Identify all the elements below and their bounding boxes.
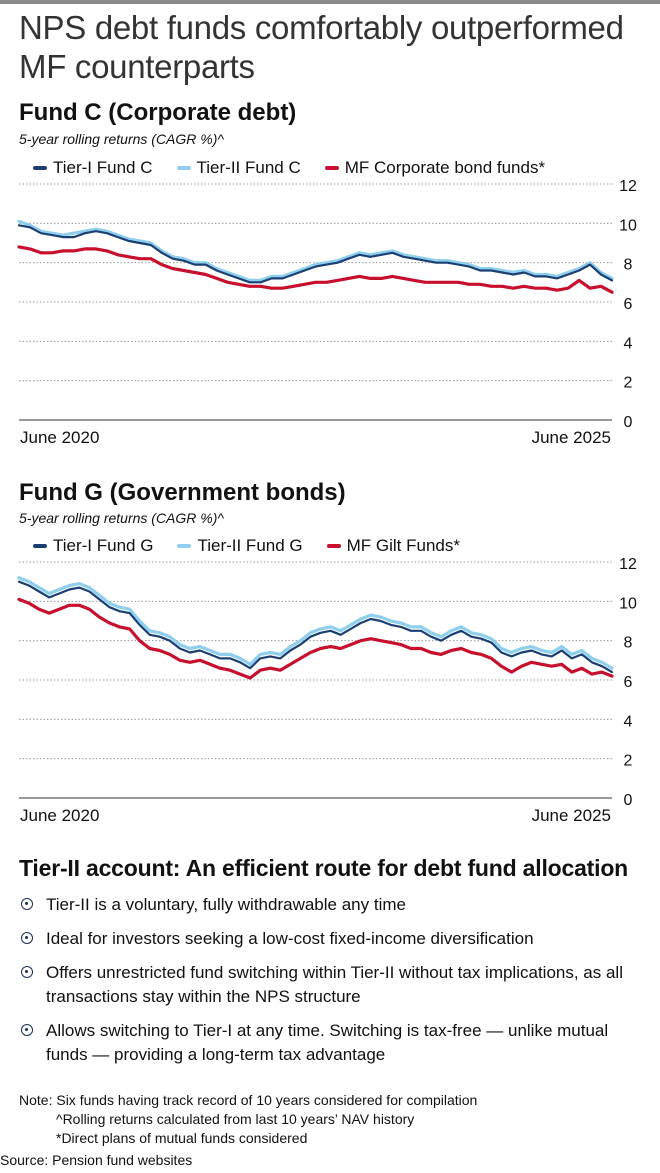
- note-line: ^Rolling returns calculated from last 10…: [56, 1111, 415, 1127]
- legend-swatch: [177, 544, 192, 548]
- x-tick-label: June 2025: [532, 806, 611, 823]
- y-tick-label: 8: [624, 257, 633, 274]
- bullet-text: Allows switching to Tier-I at any time. …: [46, 1021, 609, 1064]
- top-rule: [0, 0, 660, 4]
- list-item: Tier-II is a voluntary, fully withdrawab…: [19, 893, 649, 917]
- legend-swatch: [326, 544, 341, 548]
- series-line: [17, 219, 614, 283]
- y-tick-label: 2: [624, 375, 633, 392]
- list-item: Offers unrestricted fund switching withi…: [19, 961, 649, 1009]
- legend-label: Tier-I Fund G: [53, 536, 154, 555]
- y-tick-label: 4: [624, 335, 633, 352]
- target-bullet-icon: [21, 966, 33, 978]
- y-tick-label: 12: [619, 558, 637, 573]
- legend-label: MF Gilt Funds*: [346, 536, 460, 555]
- legend-swatch: [176, 166, 191, 170]
- chart-2-legend: Tier-I Fund G Tier-II Fund G MF Gilt Fun…: [33, 536, 484, 556]
- series-line: [17, 580, 614, 674]
- x-tick-label: June 2025: [532, 428, 611, 445]
- target-bullet-icon: [21, 898, 33, 910]
- legend-item-mf: MF Gilt Funds*: [326, 536, 460, 556]
- chart-1-plot: 0 2 4 6 8 10 12 June 2020 June 2025: [17, 180, 637, 445]
- y-tick-label: 4: [624, 713, 633, 730]
- tier2-heading: Tier-II account: An efficient route for …: [19, 855, 629, 881]
- x-tick-label: June 2020: [20, 806, 99, 823]
- target-bullet-icon: [21, 932, 33, 944]
- legend-label: Tier-II Fund C: [196, 158, 301, 177]
- list-item: Allows switching to Tier-I at any time. …: [19, 1019, 649, 1067]
- legend-label: Tier-I Fund C: [53, 158, 153, 177]
- footnote: Note: Six funds having track record of 1…: [19, 1091, 477, 1148]
- x-tick-label: June 2020: [20, 428, 99, 445]
- legend-label: MF Corporate bond funds*: [344, 158, 546, 177]
- series-line: [17, 224, 614, 284]
- target-bullet-icon: [21, 1024, 33, 1036]
- y-tick-label: 12: [619, 180, 637, 195]
- source-line: Source: Pension fund websites: [0, 1152, 193, 1168]
- chart-1-legend: Tier-I Fund C Tier-II Fund C MF Corporat…: [33, 158, 569, 178]
- bullet-text: Offers unrestricted fund switching withi…: [46, 963, 623, 1006]
- y-tick-label: 6: [624, 674, 633, 691]
- y-tick-label: 8: [624, 635, 633, 652]
- bullet-text: Tier-II is a voluntary, fully withdrawab…: [46, 895, 406, 914]
- legend-item-mf: MF Corporate bond funds*: [324, 158, 546, 178]
- legend-item-tier1: Tier-I Fund G: [33, 536, 153, 556]
- chart-1-title: Fund C (Corporate debt): [19, 99, 297, 126]
- chart-2-subtitle: 5-year rolling returns (CAGR %)^: [19, 510, 224, 526]
- tier2-bullet-list: Tier-II is a voluntary, fully withdrawab…: [19, 893, 649, 1077]
- y-tick-label: 0: [624, 792, 633, 809]
- note-line: Note: Six funds having track record of 1…: [19, 1092, 478, 1108]
- legend-swatch: [324, 166, 339, 170]
- legend-swatch: [33, 544, 47, 548]
- legend-label: Tier-II Fund G: [197, 536, 303, 555]
- legend-item-tier2: Tier-II Fund C: [176, 158, 301, 178]
- y-tick-label: 6: [624, 296, 633, 313]
- chart-1-subtitle: 5-year rolling returns (CAGR %)^: [19, 131, 224, 147]
- series-line: [17, 576, 614, 670]
- legend-swatch: [33, 166, 47, 170]
- note-line: *Direct plans of mutual funds considered: [56, 1130, 308, 1146]
- y-tick-label: 10: [619, 595, 637, 612]
- y-tick-label: 10: [619, 217, 637, 234]
- series-line: [17, 245, 614, 294]
- bullet-text: Ideal for investors seeking a low-cost f…: [46, 929, 534, 948]
- series-line: [17, 597, 614, 680]
- page-title: NPS debt funds comfortably outperformed …: [19, 9, 624, 85]
- chart-2-plot: 0 2 4 6 8 10 12 June 2020 June 2025: [17, 558, 637, 823]
- legend-item-tier2: Tier-II Fund G: [177, 536, 303, 556]
- y-tick-label: 2: [624, 753, 633, 770]
- legend-item-tier1: Tier-I Fund C: [33, 158, 153, 178]
- y-tick-label: 0: [624, 414, 633, 431]
- chart-2-title: Fund G (Government bonds): [19, 479, 346, 506]
- list-item: Ideal for investors seeking a low-cost f…: [19, 927, 649, 951]
